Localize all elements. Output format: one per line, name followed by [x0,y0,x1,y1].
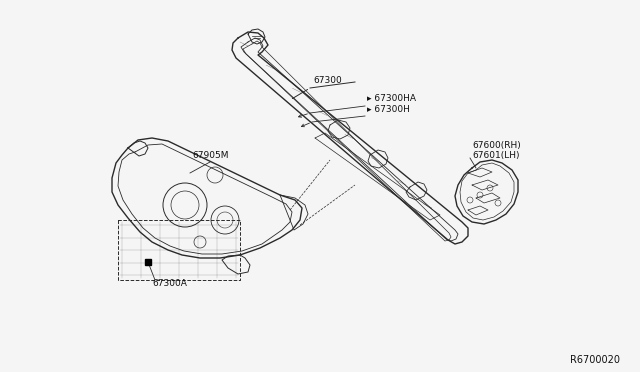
Text: ▸ 67300H: ▸ 67300H [367,105,410,114]
Text: 67600(RH): 67600(RH) [472,141,521,150]
Text: 67601(LH): 67601(LH) [472,151,520,160]
Text: ▸ 67300HA: ▸ 67300HA [367,94,416,103]
Text: 67905M: 67905M [192,151,228,160]
Text: 67300A: 67300A [152,279,187,288]
Text: 67300: 67300 [313,76,342,85]
Text: R6700020: R6700020 [570,355,620,365]
